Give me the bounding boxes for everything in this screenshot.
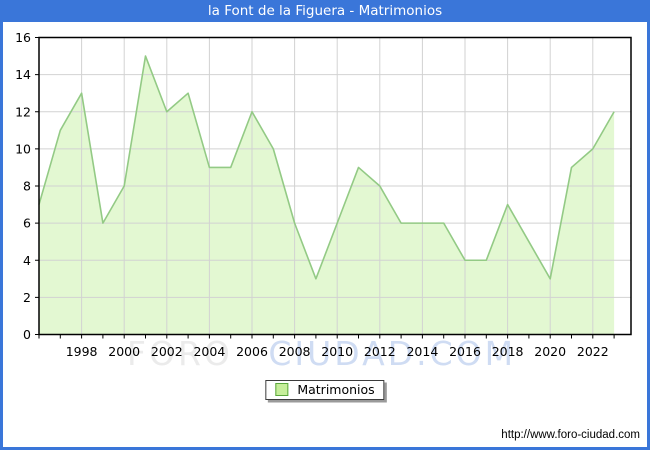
footer-url[interactable]: http://www.foro-ciudad.com [501,429,640,441]
watermark-ciudad: CIUDAD.COM [268,334,517,373]
x-tick-label: 2016 [449,344,481,359]
x-tick-label: 2012 [364,344,396,359]
legend-label: Matrimonios [297,382,375,397]
x-tick-label: 2020 [534,344,566,359]
x-tick-label: 2014 [406,344,438,359]
y-tick-label: 10 [15,141,31,156]
x-tick-label: 2002 [151,344,183,359]
x-tick-label: 2022 [577,344,609,359]
area-series-matrimonios [39,56,615,335]
y-tick-label: 14 [15,67,31,82]
x-tick-label: 2000 [108,344,140,359]
y-tick-label: 6 [23,216,31,231]
x-tick-label: 2008 [279,344,311,359]
matrimonios-swatch-icon [275,383,289,396]
line-series-matrimonios [38,55,615,280]
title-bar: la Font de la Figuera - Matrimonios [0,0,650,22]
chart-title: la Font de la Figuera - Matrimonios [207,3,443,19]
y-tick-label: 16 [15,30,31,45]
y-tick-label: 12 [15,104,31,119]
legend: Matrimonios [265,380,385,400]
x-tick-label: 2006 [236,344,268,359]
y-tick-label: 4 [23,253,31,268]
x-tick-label: 2010 [321,344,353,359]
y-tick-label: 2 [23,290,31,305]
x-tick-label: 2004 [193,344,225,359]
x-tick-label: 1998 [66,344,98,359]
watermark-foro: FORO [127,334,233,373]
watermark: FORO CIUDAD.COM [127,334,516,373]
y-tick-label: 0 [23,327,31,342]
x-tick-label: 2018 [492,344,524,359]
y-tick-label: 8 [23,179,31,194]
